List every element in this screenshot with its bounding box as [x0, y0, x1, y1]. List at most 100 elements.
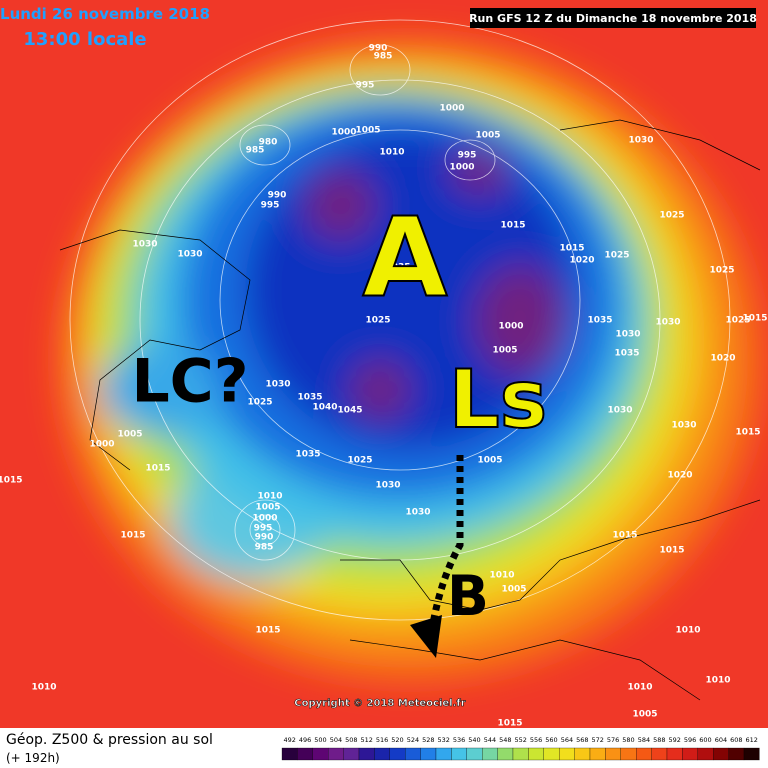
geopotential-field [60, 40, 760, 680]
pressure-label: 1030 [615, 330, 640, 340]
pressure-label: 995 [261, 201, 280, 211]
run-info: Run GFS 12 Z du Dimanche 18 novembre 201… [469, 12, 757, 25]
pressure-label: 985 [374, 52, 393, 62]
scale-swatch [605, 747, 621, 761]
scale-swatch [466, 747, 483, 761]
pressure-label: 1030 [132, 240, 157, 250]
scale-label: 608 [730, 736, 742, 744]
pressure-label: 1000 [89, 440, 114, 450]
pressure-label: 1030 [607, 406, 632, 416]
pressure-label: 1005 [492, 346, 517, 356]
scale-swatch [497, 747, 514, 761]
pressure-label: 1010 [379, 148, 404, 158]
scale-swatch [589, 747, 606, 761]
pressure-label: 1000 [252, 514, 277, 524]
scale-label: 540 [468, 736, 480, 744]
scale-label: 548 [499, 736, 511, 744]
scale-label: 592 [668, 736, 680, 744]
pressure-label: 1025 [247, 398, 272, 408]
scale-label: 584 [638, 736, 650, 744]
legend-title: Géop. Z500 & pression au sol [6, 732, 213, 748]
scale-swatch [328, 747, 344, 761]
scale-swatch [697, 747, 714, 761]
pressure-label: 995 [356, 81, 375, 91]
pressure-label: 985 [255, 543, 274, 553]
pressure-label: 990 [369, 44, 388, 54]
pressure-label: 980 [259, 138, 278, 148]
scale-swatch [651, 747, 668, 761]
pressure-label: 1015 [0, 476, 23, 486]
scale-swatch [389, 747, 406, 761]
pressure-label: 1010 [627, 683, 652, 693]
scale-swatch [728, 747, 745, 761]
pressure-label: 1030 [655, 318, 680, 328]
pressure-label: 1015 [742, 314, 767, 324]
scale-label: 496 [299, 736, 311, 744]
arrow-head [410, 615, 442, 658]
lead-time: (+ 192h) [6, 751, 60, 765]
scale-label: 524 [407, 736, 419, 744]
pressure-label: 1040 [312, 403, 337, 413]
pressure-label: 1005 [501, 585, 526, 595]
scale-swatch [343, 747, 360, 761]
pressure-label: 1010 [489, 571, 514, 581]
scale-label: 516 [376, 736, 388, 744]
pressure-label: 1015 [612, 531, 637, 541]
high-label: A [362, 193, 447, 321]
pressure-label: 1030 [265, 380, 290, 390]
pressure-label: 1035 [295, 450, 320, 460]
scale-label: 572 [591, 736, 603, 744]
scale-swatch [743, 747, 760, 761]
pressure-label: 1020 [569, 256, 594, 266]
pressure-label: 1025 [365, 316, 390, 326]
scale-label: 576 [607, 736, 619, 744]
pressure-label: 1005 [632, 710, 657, 720]
scale-label: 532 [437, 736, 449, 744]
scale-swatch [682, 747, 698, 761]
time: 13:00 locale [23, 29, 146, 50]
pressure-label: 990 [268, 191, 287, 201]
pressure-label: 995 [458, 151, 477, 161]
scale-swatch [420, 747, 437, 761]
scale-label: 612 [745, 736, 757, 744]
scale-swatch [559, 747, 575, 761]
scale-swatch [713, 747, 729, 761]
pressure-label: 1020 [710, 354, 735, 364]
scale-swatch [281, 747, 298, 761]
scale-label: 528 [422, 736, 434, 744]
pressure-label: 1005 [355, 126, 380, 136]
pressure-label: 1010 [705, 676, 730, 686]
scale-swatch [528, 747, 544, 761]
scale-swatch [435, 747, 452, 761]
pressure-label: 1015 [145, 464, 170, 474]
color-scale: 492 496 500 504 508 512 516 520 524 528 532 536 540 5… [281, 736, 760, 761]
pressure-label: 1010 [675, 626, 700, 636]
pressure-label: 1035 [385, 263, 410, 273]
pressure-label: 1005 [117, 430, 142, 440]
run-box [470, 8, 756, 28]
scale-label: 512 [360, 736, 372, 744]
blocking-label: B [447, 564, 489, 628]
pressure-label: 1030 [375, 481, 400, 491]
pressure-label: 1005 [477, 456, 502, 466]
pressure-label: 1035 [614, 349, 639, 359]
pressure-label: 1020 [667, 471, 692, 481]
scale-swatch [374, 747, 390, 761]
pressure-label: 1015 [500, 221, 525, 231]
scale-label: 508 [345, 736, 357, 744]
scale-label: 588 [653, 736, 665, 744]
scale-label: 600 [699, 736, 711, 744]
scale-label: 492 [283, 736, 295, 744]
scale-label: 504 [330, 736, 342, 744]
scale-label: 536 [453, 736, 465, 744]
scale-swatch [620, 747, 637, 761]
scale-swatch [574, 747, 591, 761]
scale-label: 544 [484, 736, 496, 744]
low-cold-label: LC? [131, 347, 248, 417]
pressure-label: 1025 [709, 266, 734, 276]
pressure-label: 1015 [255, 626, 280, 636]
pressure-label: 995 [254, 524, 273, 534]
scale-swatch [451, 747, 467, 761]
scale-swatch [666, 747, 683, 761]
